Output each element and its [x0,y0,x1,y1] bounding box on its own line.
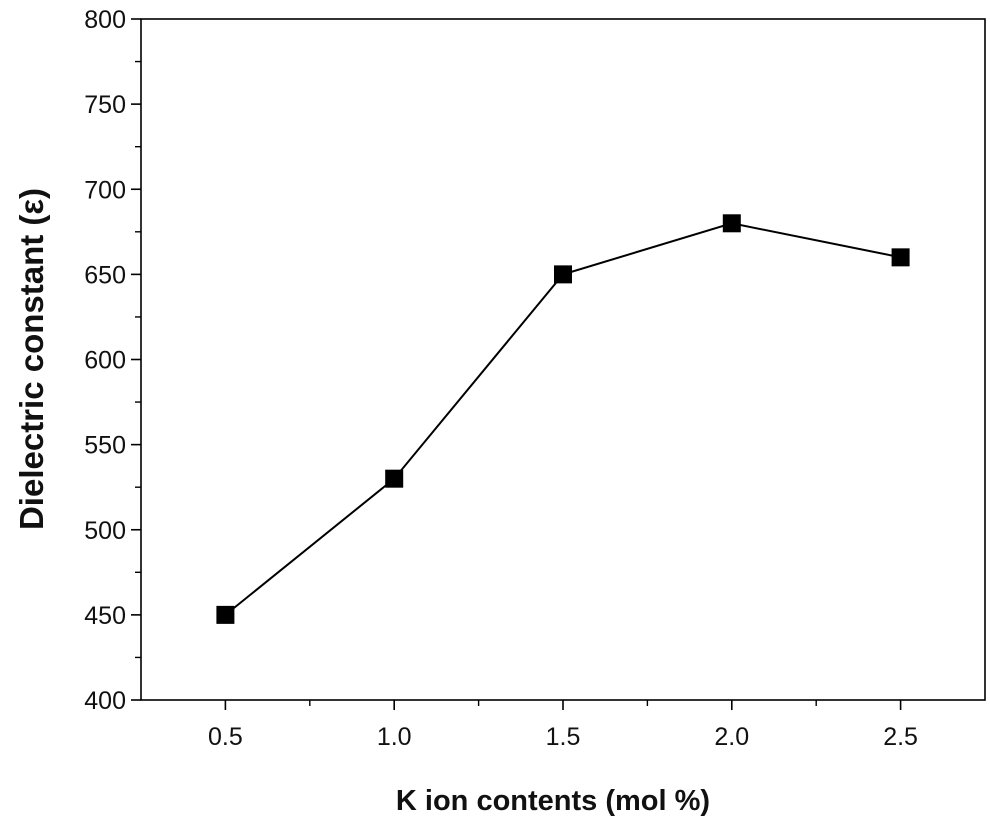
y-tick-label: 600 [84,347,126,375]
plot-area-frame [140,18,986,701]
y-tick-labels: 400 450 500 550 600 650 700 750 800 [84,6,126,715]
y-tick-label: 800 [84,6,126,34]
major-ticks [131,18,902,710]
data-point-marker [216,605,235,624]
y-tick-label: 550 [84,432,126,460]
x-tick-label: 2.5 [883,723,918,751]
y-tick-label: 700 [84,176,126,204]
x-tick-label: 1.0 [377,723,412,751]
x-tick-label: 0.5 [208,723,243,751]
y-tick-label: 450 [84,602,126,630]
x-tick-labels: 0.5 1.0 1.5 2.0 2.5 [208,723,918,751]
minor-ticks [135,60,817,706]
data-point-marker [722,214,741,233]
x-tick-label: 1.5 [546,723,581,751]
y-tick-label: 750 [84,91,126,119]
x-tick-label: 2.0 [714,723,749,751]
y-tick-label: 400 [84,687,126,715]
data-point-marker [554,265,572,284]
data-point-marker [385,469,404,488]
y-axis-title: Dielectric constant (ε) [13,188,50,530]
y-tick-label: 650 [84,261,126,289]
plot-border [140,18,986,701]
y-tick-label: 500 [84,517,126,545]
data-point-marker [891,248,910,267]
series-markers [216,214,910,624]
x-axis-title: K ion contents (mol %) [396,785,710,817]
